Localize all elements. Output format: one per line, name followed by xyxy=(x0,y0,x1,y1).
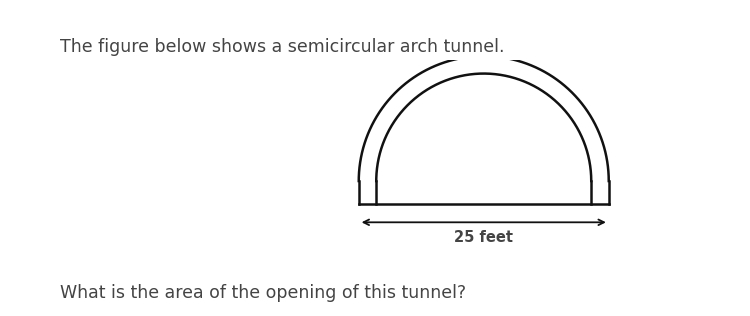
Text: 25 feet: 25 feet xyxy=(454,230,513,245)
Text: What is the area of the opening of this tunnel?: What is the area of the opening of this … xyxy=(60,284,466,302)
Text: The figure below shows a semicircular arch tunnel.: The figure below shows a semicircular ar… xyxy=(60,38,505,56)
